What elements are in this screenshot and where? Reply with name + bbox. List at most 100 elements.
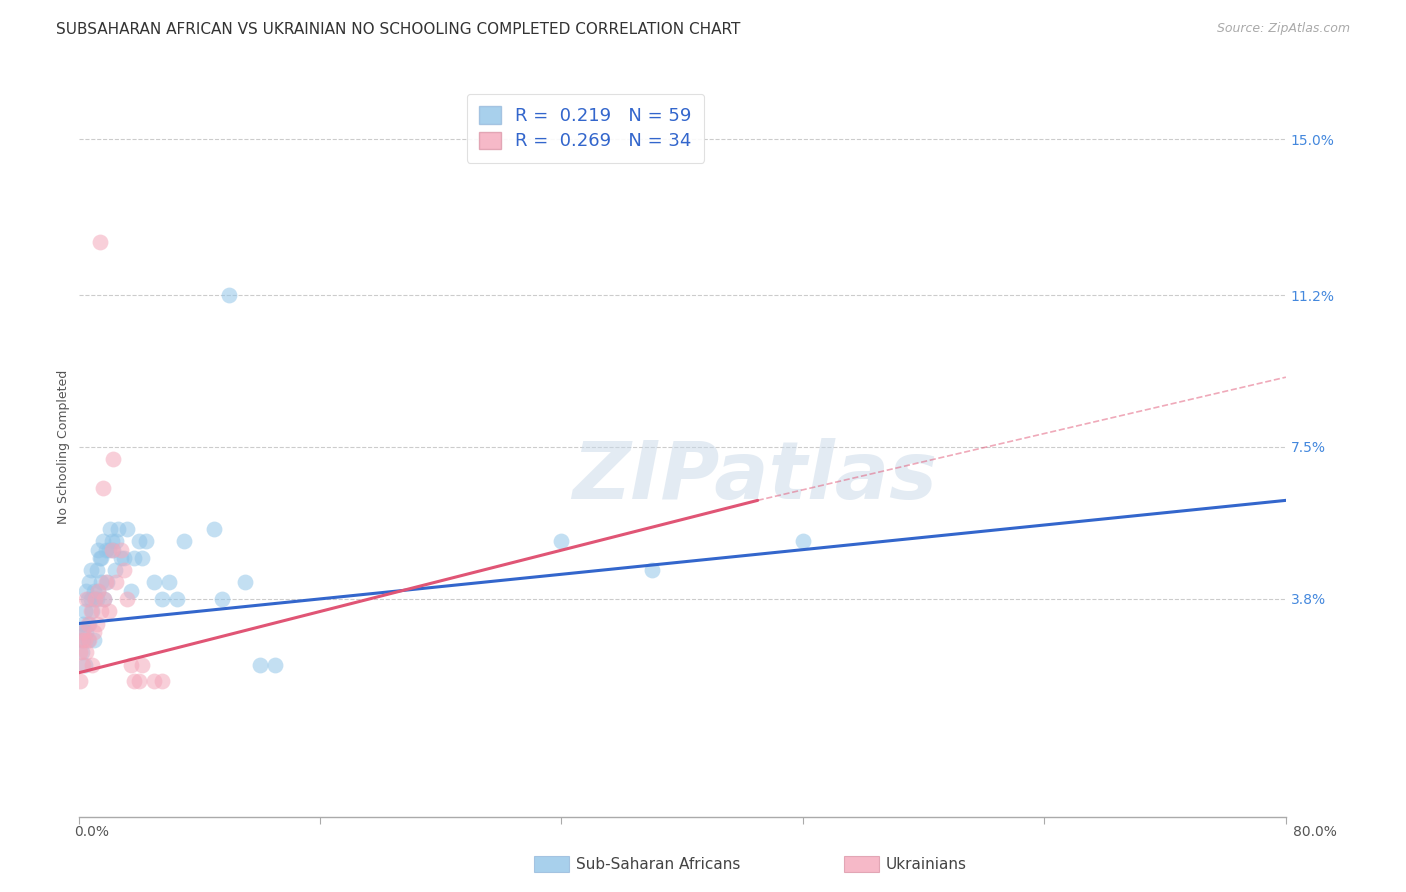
Point — [112, 550, 135, 565]
Point — [91, 534, 114, 549]
Y-axis label: No Schooling Completed: No Schooling Completed — [58, 370, 70, 524]
Point — [124, 550, 146, 565]
Point — [110, 550, 132, 565]
Point — [72, 616, 94, 631]
Point — [131, 550, 153, 565]
Point — [75, 624, 97, 639]
Point — [72, 624, 94, 639]
Point — [75, 645, 97, 659]
Point — [150, 591, 173, 606]
Point — [93, 591, 115, 606]
Point — [792, 534, 814, 549]
Point — [90, 575, 112, 590]
Point — [75, 583, 97, 598]
Text: Source: ZipAtlas.com: Source: ZipAtlas.com — [1216, 22, 1350, 36]
Point — [75, 591, 97, 606]
Point — [87, 542, 110, 557]
Point — [76, 616, 98, 631]
Point — [84, 591, 107, 606]
Point — [94, 542, 117, 557]
Point — [84, 591, 107, 606]
Point — [90, 604, 112, 618]
Point — [128, 534, 150, 549]
Point — [115, 591, 138, 606]
Point — [86, 591, 108, 606]
Point — [83, 632, 105, 647]
Point — [77, 616, 100, 631]
Point — [157, 575, 180, 590]
Point — [173, 534, 195, 549]
Point — [93, 591, 115, 606]
Point — [100, 534, 122, 549]
Point — [143, 575, 166, 590]
Point — [107, 522, 129, 536]
Point — [143, 673, 166, 688]
Point — [211, 591, 233, 606]
Point — [150, 673, 173, 688]
Point — [76, 591, 98, 606]
Text: Ukrainians: Ukrainians — [886, 857, 967, 871]
Point — [105, 534, 128, 549]
Point — [87, 583, 110, 598]
Point — [120, 583, 142, 598]
Point — [70, 632, 93, 647]
Legend: R =  0.219   N = 59, R =  0.269   N = 34: R = 0.219 N = 59, R = 0.269 N = 34 — [467, 94, 704, 163]
Text: 0.0%: 0.0% — [75, 825, 108, 839]
Point — [72, 632, 94, 647]
Text: 80.0%: 80.0% — [1292, 825, 1337, 839]
Point — [103, 542, 125, 557]
Point — [86, 616, 108, 631]
Point — [218, 288, 240, 302]
Point — [100, 542, 122, 557]
Point — [73, 632, 96, 647]
Point — [70, 645, 93, 659]
Point — [69, 632, 91, 647]
Point — [249, 657, 271, 672]
Point — [131, 657, 153, 672]
Point — [112, 563, 135, 577]
Point — [97, 604, 120, 618]
Point — [91, 481, 114, 495]
Point — [77, 632, 100, 647]
Point — [90, 550, 112, 565]
Point — [76, 632, 98, 647]
Point — [69, 645, 91, 659]
Point — [72, 657, 94, 672]
Point — [70, 624, 93, 639]
Point — [87, 583, 110, 598]
Point — [83, 583, 105, 598]
Point — [233, 575, 256, 590]
Point — [96, 575, 118, 590]
Point — [98, 522, 121, 536]
Text: Sub-Saharan Africans: Sub-Saharan Africans — [576, 857, 741, 871]
Point — [82, 604, 104, 618]
Point — [77, 575, 100, 590]
Point — [69, 673, 91, 688]
Point — [86, 563, 108, 577]
Point — [263, 657, 285, 672]
Point — [641, 563, 664, 577]
Point — [89, 235, 111, 249]
Point — [550, 534, 572, 549]
Point — [89, 550, 111, 565]
Point — [104, 563, 127, 577]
Point — [79, 591, 101, 606]
Point — [103, 452, 125, 467]
Point — [83, 624, 105, 639]
Point — [97, 542, 120, 557]
Point — [202, 522, 225, 536]
Point — [94, 575, 117, 590]
Point — [73, 657, 96, 672]
Point — [73, 604, 96, 618]
Point — [115, 522, 138, 536]
Point — [166, 591, 188, 606]
Text: SUBSAHARAN AFRICAN VS UKRAINIAN NO SCHOOLING COMPLETED CORRELATION CHART: SUBSAHARAN AFRICAN VS UKRAINIAN NO SCHOO… — [56, 22, 741, 37]
Text: ZIPatlas: ZIPatlas — [572, 438, 938, 516]
Point — [79, 563, 101, 577]
Point — [120, 657, 142, 672]
Point — [82, 657, 104, 672]
Point — [105, 575, 128, 590]
Point — [128, 673, 150, 688]
Point — [110, 542, 132, 557]
Point — [135, 534, 157, 549]
